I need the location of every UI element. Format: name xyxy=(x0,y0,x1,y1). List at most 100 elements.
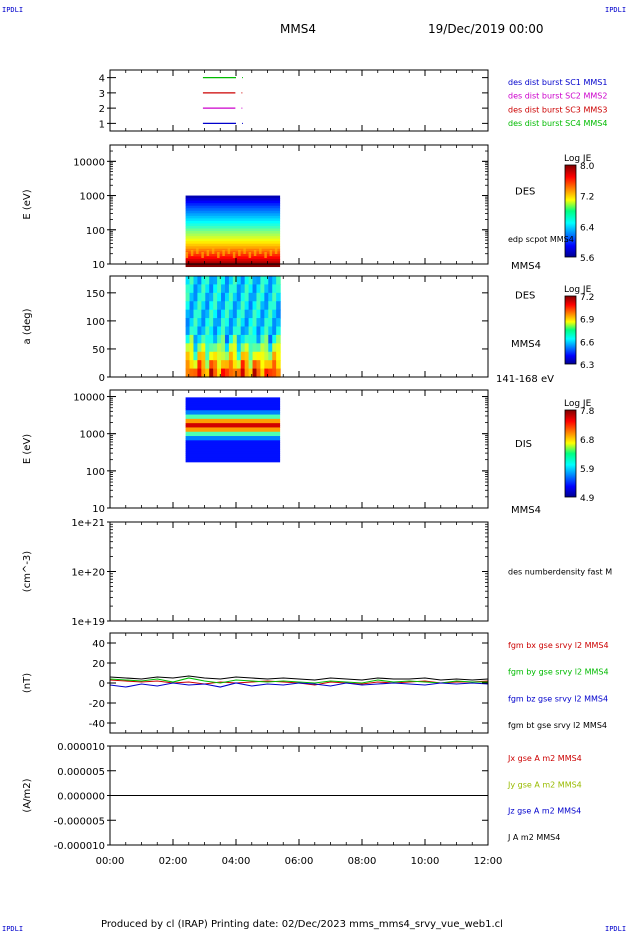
spectrogram-streak xyxy=(269,250,273,256)
spectrogram-cell xyxy=(189,276,195,286)
spectrogram-row xyxy=(185,241,281,245)
spectrogram-cell xyxy=(228,334,234,344)
spectrogram-cell xyxy=(268,276,273,286)
legend-entry: des dist burst SC4 MMS4 xyxy=(508,119,607,128)
spectrogram-row xyxy=(185,446,281,450)
spectrogram-cell xyxy=(217,284,222,294)
spectrogram-cell xyxy=(193,318,199,328)
spectrogram-cell xyxy=(236,326,242,336)
spectrogram-cell xyxy=(244,292,250,302)
corner-label-bl: IPDLI xyxy=(2,925,24,933)
spectrogram-cell xyxy=(201,309,206,319)
y-tick-label: 10 xyxy=(92,260,105,271)
spectrogram-row xyxy=(185,213,281,217)
spectrogram-row xyxy=(185,423,281,426)
spectrogram-row xyxy=(185,258,281,262)
spectrogram-cell xyxy=(224,276,230,286)
date-title: 19/Dec/2019 00:00 xyxy=(428,22,544,36)
colorbar-tick-label: 6.4 xyxy=(580,223,595,233)
spectrogram-cell xyxy=(224,284,230,294)
spectrogram-cell xyxy=(276,318,281,328)
spectrogram-cell xyxy=(260,334,265,344)
y-tick-label: 0.000005 xyxy=(57,767,105,778)
y-tick-label: 0.000000 xyxy=(57,792,105,803)
spectrogram-cell xyxy=(209,309,214,319)
spectrogram-row xyxy=(185,218,281,222)
y-tick-label: 10 xyxy=(92,504,105,515)
spectrogram-cell xyxy=(244,343,250,353)
spectrogram-cell xyxy=(264,326,269,336)
spectrogram-cell xyxy=(268,326,273,336)
x-tick-label: 06:00 xyxy=(285,856,314,867)
spectrogram-row xyxy=(185,223,281,227)
spectrogram-row xyxy=(185,448,281,452)
spectrogram-cell xyxy=(185,343,191,353)
spectrogram-cell xyxy=(189,334,195,344)
y-tick-label: 10000 xyxy=(73,157,105,168)
spectrogram-cell xyxy=(244,326,250,336)
y-axis-label: E (eV) xyxy=(22,189,33,219)
spectrogram-cell xyxy=(209,334,214,344)
spectrogram-cell xyxy=(209,326,214,336)
spectrogram-cell xyxy=(213,326,218,336)
spectrogram-cell xyxy=(185,276,191,286)
spectrogram-cell xyxy=(193,292,199,302)
x-tick-label: 04:00 xyxy=(222,856,251,867)
spectrogram-cell xyxy=(201,301,206,311)
spectrogram-cell xyxy=(248,284,254,294)
panel-species-label: DIS xyxy=(515,439,532,450)
spectrogram-row xyxy=(185,455,281,459)
spectrogram-cell xyxy=(189,351,195,361)
y-tick-label: 100 xyxy=(86,226,105,237)
y-tick-label: 150 xyxy=(86,289,105,300)
y-tick-label: 4 xyxy=(99,74,105,85)
spectrogram-cell xyxy=(268,334,273,344)
spectrogram-cell xyxy=(248,334,254,344)
spectrogram-streak xyxy=(264,252,267,258)
spectrogram-cell xyxy=(240,301,246,311)
spectrogram-row xyxy=(185,205,281,209)
spectrogram-row xyxy=(185,436,281,439)
spectrogram-cell xyxy=(252,326,258,336)
spectrogram-cell xyxy=(185,351,191,361)
spectrogram-row xyxy=(185,429,281,433)
spectrogram-cell xyxy=(240,309,246,319)
spectrogram-cell xyxy=(256,284,262,294)
spectrogram-streak xyxy=(248,252,252,258)
spectrogram-cell xyxy=(205,334,210,344)
spectrogram-cell xyxy=(201,343,206,353)
spectrogram-cell xyxy=(240,292,246,302)
spectrogram-cell xyxy=(189,301,195,311)
spectrogram-cell xyxy=(276,351,281,361)
legend-entry: des dist burst SC3 MMS3 xyxy=(508,105,607,114)
legend-entry: fgm bx gse srvy l2 MMS4 xyxy=(508,641,609,650)
spectrogram-cell xyxy=(272,309,277,319)
spectrogram-cell xyxy=(268,309,273,319)
spectrogram-cell xyxy=(221,334,226,344)
spectrogram-cell xyxy=(264,368,269,378)
spectrogram-cell xyxy=(260,318,265,328)
spectrogram-cell xyxy=(193,309,199,319)
spectrogram-cell xyxy=(185,326,191,336)
spectrogram-cell xyxy=(221,309,226,319)
spectrogram-row xyxy=(185,442,281,446)
fgm-series-line xyxy=(109,677,488,684)
spectrogram-cell xyxy=(260,360,265,370)
spectrogram-cell xyxy=(224,318,230,328)
y-axis-label: a (deg) xyxy=(22,308,33,344)
spectrogram-streak xyxy=(222,250,225,256)
spectrogram-cell xyxy=(205,360,210,370)
colorbar-tick-label: 4.9 xyxy=(580,494,595,504)
spectrogram-cell xyxy=(193,360,199,370)
y-axis-label: (cm^-3) xyxy=(22,551,33,592)
spectrogram-cell xyxy=(260,284,265,294)
spectrogram-row xyxy=(185,425,281,428)
spectrogram-cell xyxy=(197,368,202,378)
spectrogram-cell xyxy=(252,368,258,378)
burst-marker xyxy=(241,92,243,94)
colorbar xyxy=(564,409,577,498)
spectrogram-cell xyxy=(213,368,218,378)
spectrogram-cell xyxy=(252,334,258,344)
spectrogram-cell xyxy=(240,360,246,370)
spectrogram-row xyxy=(185,203,281,207)
